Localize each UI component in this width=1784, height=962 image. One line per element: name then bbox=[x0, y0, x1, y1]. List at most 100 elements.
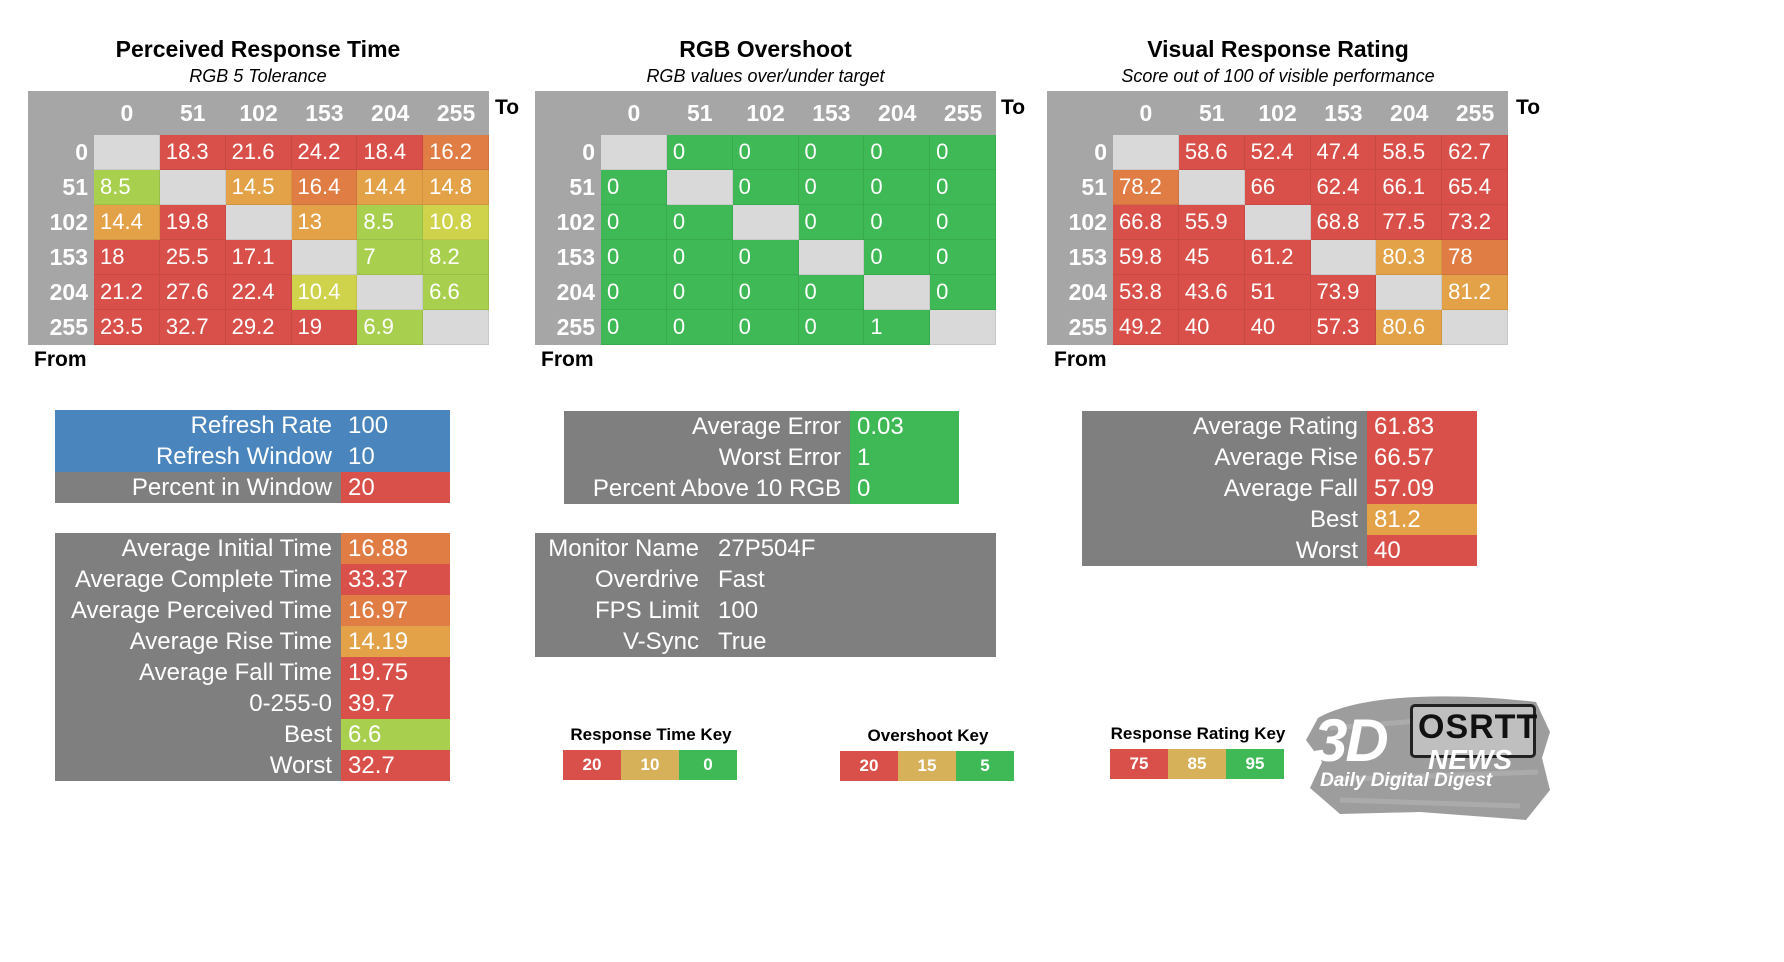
column-header: 0 bbox=[120, 99, 134, 126]
heatmap-cell: 0 bbox=[666, 275, 733, 310]
heatmap-cell: 7 bbox=[357, 240, 424, 275]
heatmap-cell: 0 bbox=[864, 205, 931, 240]
stat-label: Worst Error bbox=[564, 442, 850, 473]
key-swatch: 15 bbox=[898, 751, 956, 781]
stat-value: 40 bbox=[1367, 535, 1477, 566]
heatmap-cell: 10.8 bbox=[423, 205, 489, 240]
stat-label: 0-255-0 bbox=[55, 688, 341, 719]
heatmap-perceived-response-time: 0 51 102 153 204 255 0 18.3 21.6 24.2 18.4 16.2 51 8.… bbox=[28, 91, 489, 345]
heatmap-cell-diagonal bbox=[225, 205, 292, 240]
heatmap-cell-diagonal bbox=[732, 205, 799, 240]
heatmap-cell: 61.2 bbox=[1244, 240, 1311, 275]
axis-label-to: To bbox=[1516, 96, 1541, 119]
heatmap-cell: 40 bbox=[1244, 310, 1311, 345]
chart-subtitle-visual-response-rating: Score out of 100 of visible performance bbox=[1121, 66, 1435, 86]
stat-value: 32.7 bbox=[341, 750, 450, 781]
row-header: 255 bbox=[49, 314, 88, 340]
rating-summary-table: Average Rating 61.83 Average Rise 66.57 Aver… bbox=[1082, 411, 1477, 566]
row-header: 153 bbox=[556, 244, 595, 270]
heatmap-cell-diagonal bbox=[930, 310, 996, 345]
heatmap-cell: 14.4 bbox=[94, 205, 160, 240]
heatmap-cell: 17.1 bbox=[225, 240, 292, 275]
heatmap-cell-diagonal bbox=[601, 135, 667, 170]
heatmap-cell: 21.6 bbox=[225, 135, 292, 170]
stat-value: 16.88 bbox=[341, 533, 450, 564]
logo-brand2: NEWS bbox=[1428, 744, 1512, 775]
heatmap-cell: 8.5 bbox=[357, 205, 424, 240]
heatmap-cell: 25.5 bbox=[159, 240, 226, 275]
heatmap-cell-diagonal bbox=[423, 310, 489, 345]
axis-label-to: To bbox=[1001, 96, 1026, 119]
key-swatch: 75 bbox=[1110, 749, 1168, 779]
column-header: 204 bbox=[1390, 99, 1429, 126]
heatmap-cell-diagonal bbox=[1442, 310, 1508, 345]
stat-label: Average Error bbox=[564, 411, 850, 442]
heatmap-cell: 73.2 bbox=[1442, 205, 1508, 240]
heatmap-cell: 0 bbox=[601, 275, 667, 310]
key-title: Response Time Key bbox=[570, 725, 732, 744]
heatmap-cell: 8.5 bbox=[94, 170, 160, 205]
stat-label: Refresh Rate bbox=[55, 410, 341, 441]
stat-value: 39.7 bbox=[341, 688, 450, 719]
column-header: 102 bbox=[239, 99, 278, 126]
heatmap-cell: 0 bbox=[798, 275, 865, 310]
heatmap-cell: 51 bbox=[1244, 275, 1311, 310]
heatmap-cell: 14.8 bbox=[423, 170, 489, 205]
heatmap-cell: 68.8 bbox=[1310, 205, 1377, 240]
row-header: 204 bbox=[1068, 279, 1107, 305]
row-header: 51 bbox=[1081, 174, 1107, 200]
response-times-table: Average Initial Time 16.88 Average Complet… bbox=[55, 533, 450, 781]
heatmap-cell: 18.4 bbox=[357, 135, 424, 170]
axis-label-to: To bbox=[495, 96, 520, 119]
heatmap-cell: 73.9 bbox=[1310, 275, 1377, 310]
stat-label: Worst bbox=[55, 750, 341, 781]
heatmap-cell: 62.7 bbox=[1442, 135, 1508, 170]
stat-label: Average Fall bbox=[1082, 473, 1367, 504]
heatmap-cell: 43.6 bbox=[1178, 275, 1245, 310]
logo-tag-box bbox=[1410, 704, 1536, 758]
heatmap-cell: 0 bbox=[732, 135, 799, 170]
heatmap-cell: 0 bbox=[930, 275, 996, 310]
heatmap-cell: 47.4 bbox=[1310, 135, 1377, 170]
stat-value: 57.09 bbox=[1367, 473, 1477, 504]
heatmap-cell: 0 bbox=[601, 205, 667, 240]
key-title: Overshoot Key bbox=[867, 726, 989, 745]
heatmap-cell-diagonal bbox=[864, 275, 931, 310]
key-swatch: 95 bbox=[1226, 749, 1284, 779]
heatmap-cell: 0 bbox=[798, 170, 865, 205]
heatmap-cell: 29.2 bbox=[225, 310, 292, 345]
heatmap-cell: 66 bbox=[1244, 170, 1311, 205]
stat-label: Overdrive bbox=[535, 564, 708, 595]
heatmap-cell: 22.4 bbox=[225, 275, 292, 310]
heatmap-cell-diagonal bbox=[357, 275, 424, 310]
stat-label: Monitor Name bbox=[535, 533, 708, 564]
column-header: 51 bbox=[686, 99, 713, 126]
stat-value: Fast bbox=[708, 564, 996, 595]
column-header: 255 bbox=[943, 99, 983, 126]
row-header: 204 bbox=[556, 279, 595, 305]
row-header: 255 bbox=[556, 314, 595, 340]
row-header: 102 bbox=[556, 209, 595, 235]
heatmap-cell: 18 bbox=[94, 240, 160, 275]
monitor-info-table: Monitor Name 27P504F Overdrive Fast FPS Limi… bbox=[535, 533, 996, 657]
heatmap-cell-diagonal bbox=[159, 170, 226, 205]
stat-label: Average Perceived Time bbox=[55, 595, 341, 626]
watermark-logo: 3D OSRTT NEWS Daily Digital Digest bbox=[1300, 688, 1552, 828]
corner-cell bbox=[1047, 91, 1113, 135]
heatmap-cell: 49.2 bbox=[1113, 310, 1179, 345]
logo-tagline: Daily Digital Digest bbox=[1320, 770, 1493, 791]
heatmap-visual-response-rating: 0 51 102 153 204 255 0 58.6 52.4 47.4 58.5 62.7 51 78… bbox=[1047, 91, 1508, 345]
overshoot-error-table: Average Error 0.03 Worst Error 1 Percent Abo… bbox=[564, 411, 959, 504]
key-swatch: 85 bbox=[1168, 749, 1226, 779]
key-swatches: 75 85 95 bbox=[1110, 749, 1286, 779]
stat-value: True bbox=[708, 626, 996, 657]
logo-brand: 3D bbox=[1314, 707, 1389, 774]
heatmap-cell: 78 bbox=[1442, 240, 1508, 275]
key-swatch: 5 bbox=[956, 751, 1014, 781]
column-header: 51 bbox=[1198, 99, 1225, 126]
logo-tag: OSRTT bbox=[1418, 708, 1539, 746]
heatmap-cell: 45 bbox=[1178, 240, 1245, 275]
heatmap-cell: 32.7 bbox=[159, 310, 226, 345]
heatmap-cell: 6.9 bbox=[357, 310, 424, 345]
heatmap-cell: 77.5 bbox=[1376, 205, 1443, 240]
